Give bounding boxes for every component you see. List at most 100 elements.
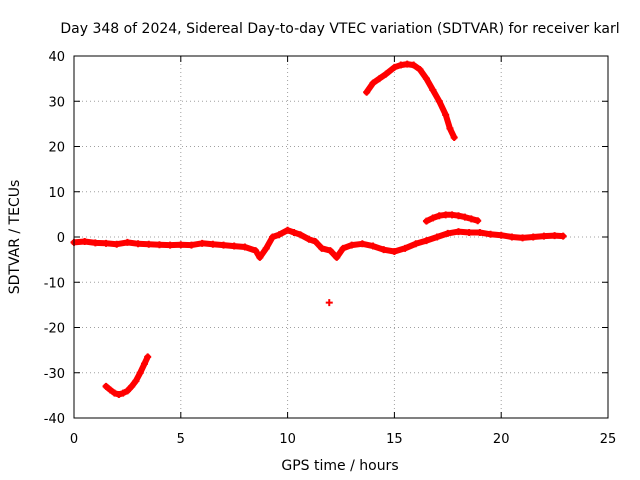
data-point [106,386,114,394]
data-point [467,215,475,223]
data-point [339,244,347,252]
data-point [115,390,123,398]
data-point [290,228,298,236]
y-tick-label: 30 [48,95,65,110]
data-point [416,66,424,74]
x-tick-label: 10 [279,432,296,447]
data-point [369,79,377,87]
data-point [461,213,469,221]
data-point [375,75,383,83]
data-point [442,211,450,219]
data-point [241,243,249,251]
data-point [81,238,89,246]
data-point [256,253,264,261]
data-point [410,61,418,69]
y-tick-label: 0 [57,231,65,246]
x-tick-label: 0 [70,432,78,447]
data-point [403,60,411,68]
data-point [262,244,270,252]
data-point [102,382,110,390]
data-point [448,211,456,219]
data-point [155,241,163,249]
data-point [497,231,505,239]
series-outlier [325,299,333,307]
data-point [102,239,110,247]
data-point [209,240,217,248]
data-point [519,234,527,242]
data-point [433,233,441,241]
y-tick-label: -20 [44,322,65,337]
x-tick-label: 25 [600,432,617,447]
data-point [220,241,228,249]
data-point [111,389,119,397]
data-point [422,75,430,83]
series-band [71,227,567,261]
data-point [123,387,131,395]
data-point [275,231,283,239]
data-point [397,61,405,69]
data-point [487,230,495,238]
series-arc-high [363,60,458,141]
data-point [91,239,99,247]
data-point [132,377,140,385]
data-point [476,228,484,236]
data-point [412,240,420,248]
series-arc-low [102,353,152,398]
data-point [326,247,334,255]
data-point [318,244,326,252]
data-point [429,214,437,222]
data-point [382,70,390,78]
data-point [136,369,144,377]
data-point [450,133,458,141]
data-point [429,86,437,94]
data-point [508,233,516,241]
data-point [358,240,366,248]
data-point [333,253,341,261]
data-point [474,217,482,225]
data-point [305,235,313,243]
data-point [559,232,567,240]
data-point [435,97,443,105]
data-point [390,63,398,71]
data-point [454,228,462,236]
data-point [311,238,319,246]
y-tick-label: 20 [48,141,65,156]
data-point [348,241,356,249]
data-point [540,232,548,240]
x-axis-label: GPS time / hours [281,458,398,474]
series-secondary-track [422,211,482,225]
data-point [128,382,136,390]
data-point [198,239,206,247]
data-point [446,124,454,132]
data-point [296,231,304,239]
data-point [465,228,473,236]
data-point [422,237,430,245]
x-tick-label: 5 [177,432,185,447]
data-point [435,212,443,220]
data-point [442,111,450,119]
data-point [145,240,153,248]
data-point [325,299,333,307]
x-tick-label: 15 [386,432,403,447]
data-point [284,226,292,234]
data-point [369,242,377,250]
data-point [422,217,430,225]
data-point [134,240,142,248]
data-point [390,247,398,255]
data-point [551,232,559,240]
data-point [177,241,185,249]
data-point [166,241,174,249]
data-point [187,241,195,249]
data-point [269,233,277,241]
axis-ticks: 0 5 10 15 20 25 -40 -30 -20 -10 0 10 20 30 40 [44,50,617,447]
data-point [444,229,452,237]
x-tick-label: 20 [493,432,510,447]
y-tick-label: 40 [48,50,65,65]
y-tick-label: 10 [48,186,65,201]
data-point [119,389,127,397]
data-point [144,353,152,361]
series-main-track [70,226,567,261]
data-point [123,238,131,246]
data-point [454,212,462,220]
